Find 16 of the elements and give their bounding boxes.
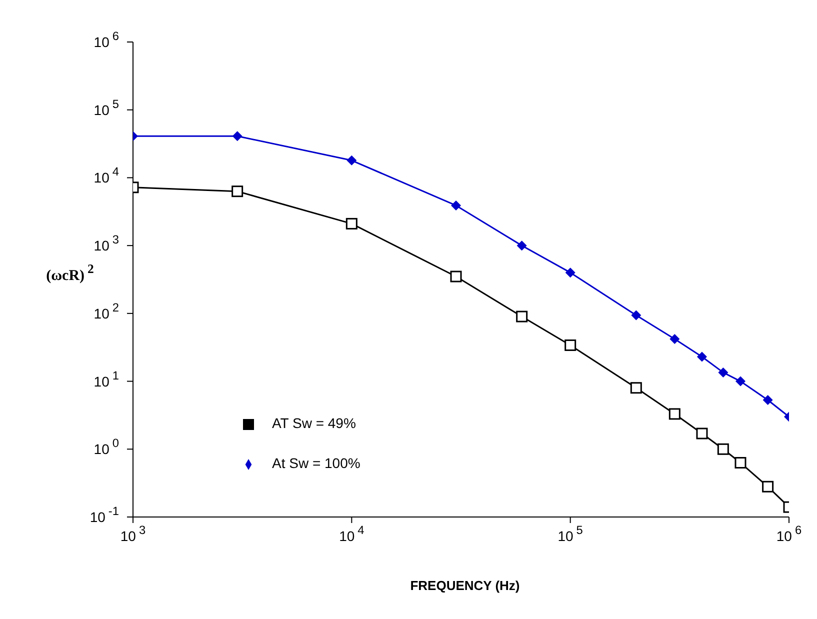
y-tick-label: 10$^{-1}$ bbox=[90, 504, 120, 525]
x-tick-label: 10$^{4}$ bbox=[339, 523, 365, 544]
x-axis-title: FREQUENCY (Hz) bbox=[410, 578, 520, 593]
y-tick-label: 10$^{5}$ bbox=[94, 96, 120, 118]
y-tick-label: 10$^{6}$ bbox=[94, 29, 120, 50]
y-tick-label: 10$^{4}$ bbox=[94, 164, 120, 186]
legend-label: At Sw = 100% bbox=[272, 455, 360, 471]
x-tick-label: 10$^{5}$ bbox=[558, 523, 584, 544]
y-axis-title: (ωcR)$^{2}$ bbox=[46, 262, 94, 284]
y-tick-label: 10$^{3}$ bbox=[94, 232, 120, 254]
x-tick-label: 10$^{3}$ bbox=[120, 523, 146, 544]
legend-label: AT Sw = 49% bbox=[272, 415, 356, 431]
y-tick-label: 10$^{0}$ bbox=[94, 436, 120, 458]
x-tick-label: 10$^{6}$ bbox=[776, 523, 802, 544]
y-tick-label: 10$^{2}$ bbox=[94, 300, 120, 322]
y-tick-label: 10$^{1}$ bbox=[94, 368, 120, 390]
